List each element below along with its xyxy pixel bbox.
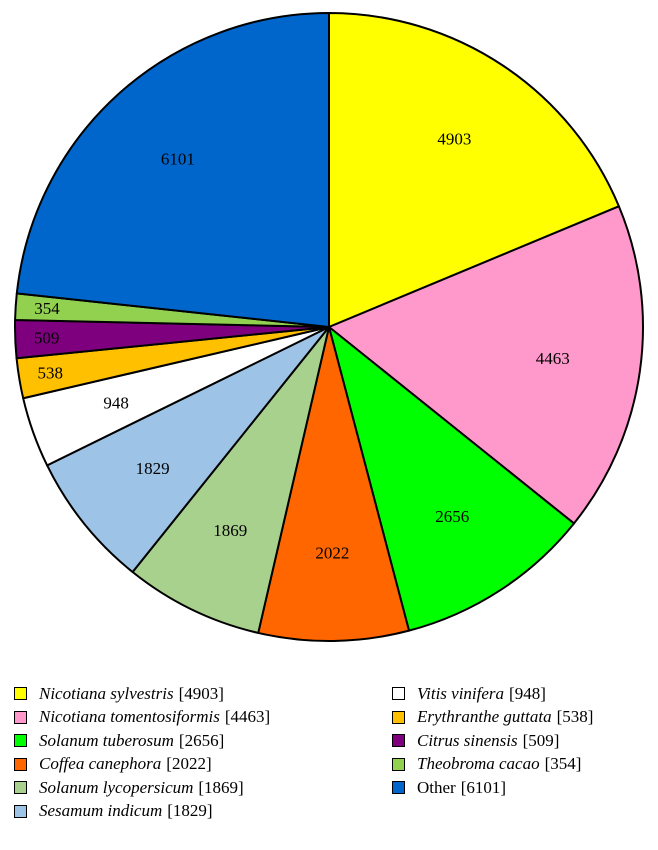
legend-swatch xyxy=(14,781,27,795)
legend-value: [1829] xyxy=(167,801,213,821)
legend-value: [354] xyxy=(544,754,582,774)
legend-item-nicotiana-sylvestris: Nicotiana sylvestris [4903] xyxy=(14,682,270,706)
legend-swatch xyxy=(392,757,405,771)
slice-label-nicotiana-tomentosiformis: 4463 xyxy=(536,349,570,368)
legend-value: [4463] xyxy=(224,707,271,727)
pie-slice-solanum-tuberosum xyxy=(328,326,575,632)
legend-value: [2656] xyxy=(178,730,225,750)
slice-label-other: 6101 xyxy=(161,149,195,168)
slice-label-erythranthe-guttata: 538 xyxy=(37,364,63,383)
legend-item-solanum-lycopersicum: Solanum lycopersicum [1869] xyxy=(14,776,270,800)
slice-label-citrus-sinensis: 509 xyxy=(34,328,60,347)
pie-chart-svg: 4903 4463 2656 2022 1869 1829 948 538 509 354 6101 xyxy=(14,12,644,642)
legend-swatch xyxy=(392,710,405,724)
slice-label-solanum-tuberosum: 2656 xyxy=(435,507,469,526)
slice-label-nicotiana-sylvestris: 4903 xyxy=(437,129,471,148)
legend-item-citrus-sinensis: Citrus sinensis [509] xyxy=(392,729,593,753)
legend-label: Coffea canephora xyxy=(39,754,162,774)
pie-slice-nicotiana-sylvestris xyxy=(328,12,620,328)
legend-item-solanum-tuberosum: Solanum tuberosum [2656] xyxy=(14,729,270,753)
legend-label: Citrus sinensis xyxy=(417,730,518,750)
legend-value: [2022] xyxy=(166,754,212,774)
pie-slice-solanum-lycopersicum xyxy=(131,326,330,634)
legend-item-sesamum-indicum: Sesamum indicum [1829] xyxy=(14,800,270,824)
pie-slice-other xyxy=(15,12,330,328)
legend-value: [538] xyxy=(556,707,594,727)
legend-label: Theobroma cacao xyxy=(417,754,540,774)
legend-label: Erythranthe guttata xyxy=(417,707,552,727)
slice-label-solanum-lycopersicum: 1869 xyxy=(213,521,247,540)
legend-item-vitis-vinifera: Vitis vinifera [948] xyxy=(392,682,593,706)
legend-item-theobroma-cacao: Theobroma cacao [354] xyxy=(392,753,593,777)
legend-label: Solanum lycopersicum xyxy=(39,777,194,797)
legend-label: Nicotiana tomentosiformis xyxy=(39,707,220,727)
legend-item-coffea-canephora: Coffea canephora [2022] xyxy=(14,753,270,777)
legend-value: [4903] xyxy=(178,683,224,703)
legend-value: [6101] xyxy=(460,777,507,797)
legend-swatch xyxy=(14,734,27,748)
legend-label: Other xyxy=(417,777,456,797)
legend-value: [948] xyxy=(509,683,546,703)
slice-label-sesamum-indicum: 1829 xyxy=(136,459,170,478)
legend-swatch xyxy=(392,781,405,795)
slice-label-vitis-vinifera: 948 xyxy=(103,393,129,412)
legend-item-erythranthe-guttata: Erythranthe guttata [538] xyxy=(392,706,593,730)
legend-column-left: Nicotiana sylvestris [4903] Nicotiana tome… xyxy=(14,682,270,823)
pie-slice-coffea-canephora xyxy=(257,326,411,642)
pie-slice-sesamum-indicum xyxy=(46,326,330,573)
slice-label-theobroma-cacao: 354 xyxy=(34,299,60,318)
legend-label: Nicotiana sylvestris xyxy=(39,683,174,703)
legend-swatch xyxy=(14,757,27,771)
legend-value: [509] xyxy=(522,730,560,750)
legend-swatch xyxy=(392,734,405,748)
pie-slice-nicotiana-tomentosiformis xyxy=(328,205,644,525)
legend: Nicotiana sylvestris [4903] Nicotiana tome… xyxy=(14,682,654,842)
legend-value: [1869] xyxy=(198,777,244,797)
legend-label: Solanum tuberosum xyxy=(39,730,174,750)
legend-label: Sesamum indicum xyxy=(39,801,163,821)
legend-column-right: Vitis vinifera [948] Erythranthe guttata [5… xyxy=(392,682,593,800)
legend-swatch xyxy=(392,687,405,701)
legend-item-nicotiana-tomentosiformis: Nicotiana tomentosiformis [4463] xyxy=(14,706,270,730)
legend-label: Vitis vinifera xyxy=(417,683,505,703)
slice-label-coffea-canephora: 2022 xyxy=(315,544,349,563)
legend-swatch xyxy=(14,804,27,818)
legend-swatch xyxy=(14,687,27,701)
legend-item-other: Other [6101] xyxy=(392,776,593,800)
pie-chart: 4903 4463 2656 2022 1869 1829 948 538 509 354 6101 xyxy=(14,12,644,642)
legend-swatch xyxy=(14,710,27,724)
